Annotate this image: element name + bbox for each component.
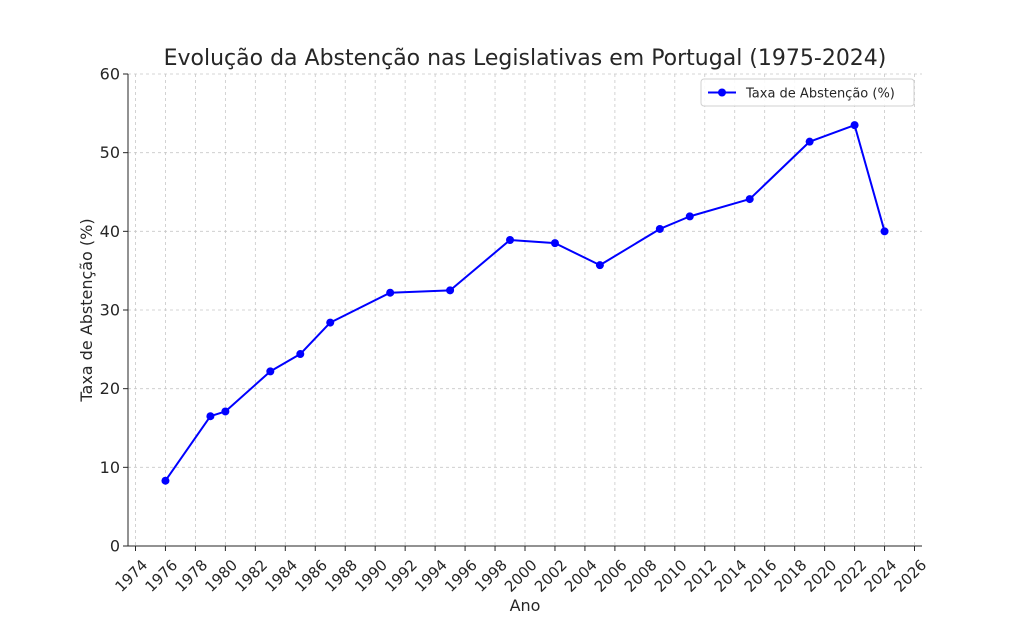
- data-point: [685, 212, 694, 221]
- y-tick-label: 10: [100, 458, 120, 477]
- data-point: [595, 261, 604, 270]
- data-point: [745, 195, 754, 204]
- data-point: [550, 239, 559, 248]
- series: [161, 121, 889, 485]
- data-point: [296, 350, 305, 359]
- data-point: [206, 412, 215, 421]
- y-tick-label: 0: [110, 537, 120, 556]
- y-tick-label: 20: [100, 379, 120, 398]
- y-axis-label: Taxa de Abstenção (%): [77, 218, 96, 402]
- data-point: [221, 407, 230, 416]
- legend: Taxa de Abstenção (%): [700, 78, 915, 107]
- data-point: [850, 121, 859, 130]
- legend-box: [700, 78, 915, 107]
- data-point: [805, 137, 814, 146]
- data-point: [161, 476, 170, 485]
- data-point: [506, 235, 515, 244]
- y-tick-label: 60: [100, 65, 120, 84]
- data-point: [446, 286, 455, 295]
- data-point: [326, 318, 335, 327]
- data-point: [655, 224, 664, 233]
- y-tick-label: 50: [100, 143, 120, 162]
- legend-marker: [718, 88, 726, 97]
- chart-title: Evolução da Abstenção nas Legislativas e…: [164, 46, 887, 71]
- legend-label: Taxa de Abstenção (%): [745, 87, 895, 102]
- data-point: [880, 227, 889, 236]
- x-axis-label: Ano: [510, 596, 541, 614]
- axes: [123, 73, 922, 551]
- y-tick-label: 30: [100, 301, 120, 320]
- y-tick-label: 40: [100, 222, 120, 241]
- data-point: [386, 288, 395, 297]
- data-point: [266, 367, 275, 376]
